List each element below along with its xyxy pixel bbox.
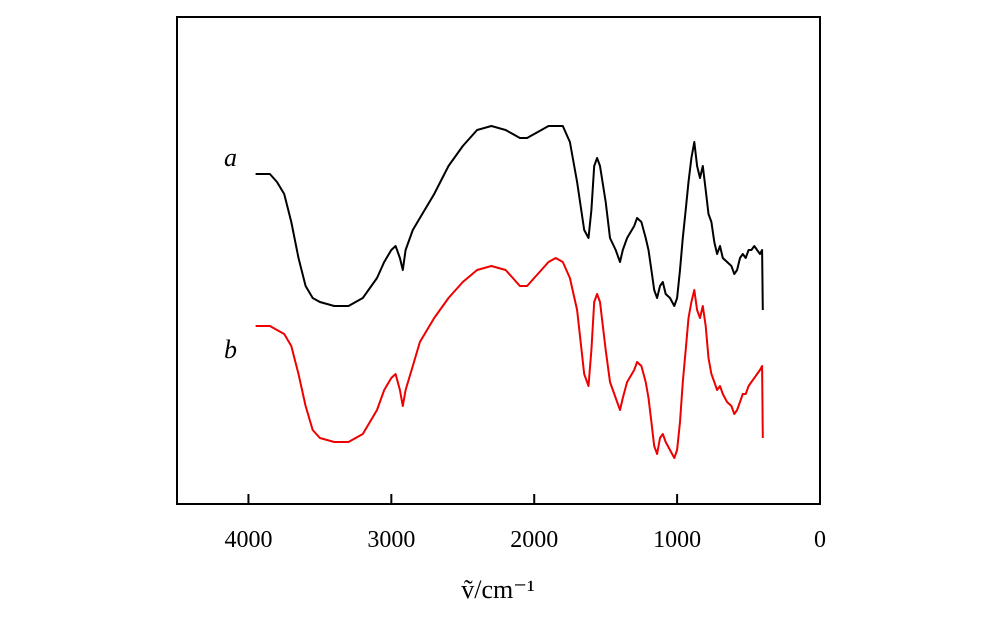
- series-label-b: b: [224, 335, 237, 364]
- x-axis-ticks: 4000 3000 2000 1000 0: [224, 494, 826, 553]
- plot-frame: [176, 16, 821, 505]
- x-tick-label: 3000: [367, 527, 415, 553]
- x-tick-label: 0: [814, 527, 826, 553]
- series-label-a: a: [224, 143, 237, 172]
- x-tick-label: 2000: [510, 527, 558, 553]
- x-axis-label: ṽ/cm⁻¹: [461, 575, 535, 604]
- series-line-a: [255, 125, 764, 311]
- series-layer: [255, 125, 764, 459]
- x-tick-label: 4000: [224, 527, 272, 553]
- x-tick-label: 1000: [653, 527, 701, 553]
- series-line-b: [255, 257, 764, 459]
